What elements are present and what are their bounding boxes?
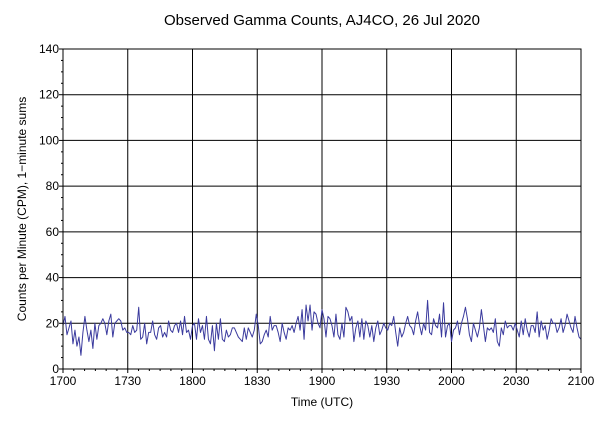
- y-tick-label: 140: [39, 42, 59, 56]
- x-tick-label: 1730: [114, 374, 141, 388]
- y-tick-label: 20: [46, 316, 60, 330]
- y-axis-label: Counts per Minute (CPM), 1−minute sums: [15, 97, 29, 321]
- x-tick-label: 2030: [503, 374, 530, 388]
- y-tick-label: 0: [52, 362, 59, 376]
- x-tick-label: 1830: [244, 374, 271, 388]
- x-tick-label: 1930: [373, 374, 400, 388]
- series-line: [62, 299, 582, 356]
- y-tick-label: 80: [46, 179, 60, 193]
- y-axis: 0 20 40 60 80 100 120 140: [39, 42, 63, 376]
- grid: [62, 48, 582, 370]
- x-tick-label: 2100: [568, 374, 595, 388]
- x-axis-label: Time (UTC): [291, 395, 353, 409]
- x-tick-label: 1900: [309, 374, 336, 388]
- x-tick-label: 2000: [438, 374, 465, 388]
- y-tick-label: 100: [39, 133, 59, 147]
- chart-title: Observed Gamma Counts, AJ4CO, 26 Jul 202…: [164, 12, 480, 29]
- y-tick-label: 60: [46, 225, 60, 239]
- x-tick-label: 1800: [179, 374, 206, 388]
- y-tick-label: 40: [46, 271, 60, 285]
- x-tick-label: 1700: [50, 374, 77, 388]
- x-axis: 1700 1730 1800 1830 1900 1930 2000 2030 2100: [50, 369, 595, 388]
- y-tick-label: 120: [39, 88, 59, 102]
- series-layer: [62, 299, 582, 356]
